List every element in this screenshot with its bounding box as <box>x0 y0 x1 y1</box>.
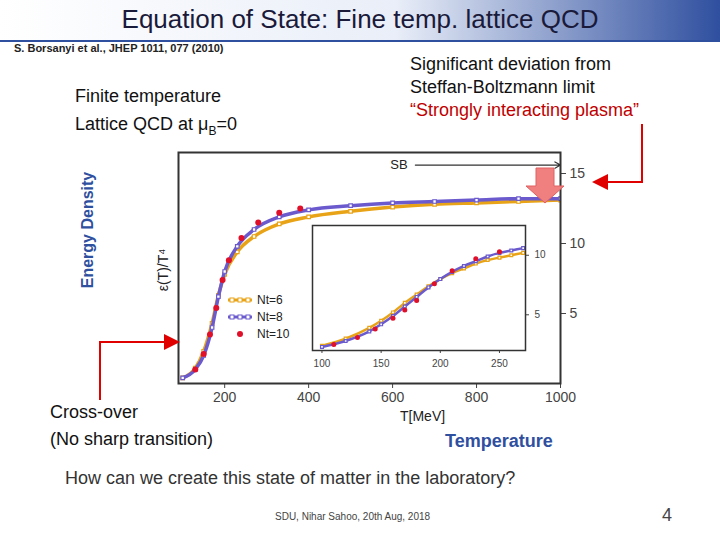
svg-text:250: 250 <box>491 358 508 368</box>
svg-text:100: 100 <box>314 358 331 368</box>
html-text:Steffan-Boltzmann limit: Steffan-Boltzmann limit <box>410 77 595 97</box>
html-text:SDU, Nihar Sahoo, 20th Aug, 20: SDU, Nihar Sahoo, 20th Aug, 2018 <box>275 511 431 522</box>
html-text:ε(T)/T⁴: ε(T)/T⁴ <box>155 248 171 292</box>
svg-text:600: 600 <box>381 389 405 405</box>
html-text:Significant deviation from: Significant deviation from <box>410 54 612 74</box>
html-text:Cross-over: Cross-over <box>50 402 138 422</box>
svg-text:200: 200 <box>213 389 237 405</box>
html-text:(No sharp transition): (No sharp transition) <box>50 429 214 449</box>
svg-text:5: 5 <box>535 309 541 320</box>
html-text:Equation of State: Fine temp.: Equation of State: Fine temp. lattice QC… <box>121 4 599 34</box>
html-text:Energy Density: Energy Density <box>79 171 96 289</box>
svg-text:400: 400 <box>297 389 321 405</box>
svg-text:Nt=8: Nt=8 <box>257 310 283 324</box>
svg-text:200: 200 <box>432 358 449 368</box>
html-text:Temperature: Temperature <box>445 431 553 451</box>
svg-text:10: 10 <box>570 235 586 251</box>
html-text:S. Borsanyi et al., JHEP 1011,: S. Borsanyi et al., JHEP 1011, 077 (2010… <box>14 42 224 54</box>
svg-text:5: 5 <box>570 305 578 321</box>
svg-text:150: 150 <box>373 358 390 368</box>
svg-text:800: 800 <box>465 389 489 405</box>
html-text:Finite temperature: Finite temperature <box>75 86 222 106</box>
svg-text:SB: SB <box>390 157 407 172</box>
svg-text:10: 10 <box>535 249 547 260</box>
html-text:“Strongly interacting plasma”: “Strongly interacting plasma” <box>410 100 640 120</box>
svg-text:Nt=10: Nt=10 <box>257 327 290 341</box>
svg-text:Nt=6: Nt=6 <box>257 293 283 307</box>
svg-text:1000: 1000 <box>545 389 576 405</box>
html-text:T[MeV]: T[MeV] <box>400 408 446 424</box>
html-text:4: 4 <box>662 505 672 525</box>
svg-text:15: 15 <box>570 165 586 181</box>
html-text:How can we create this state o: How can we create this state of matter i… <box>65 468 516 488</box>
html-text:Lattice QCD at μB=0: Lattice QCD at μB=0 <box>75 114 237 138</box>
